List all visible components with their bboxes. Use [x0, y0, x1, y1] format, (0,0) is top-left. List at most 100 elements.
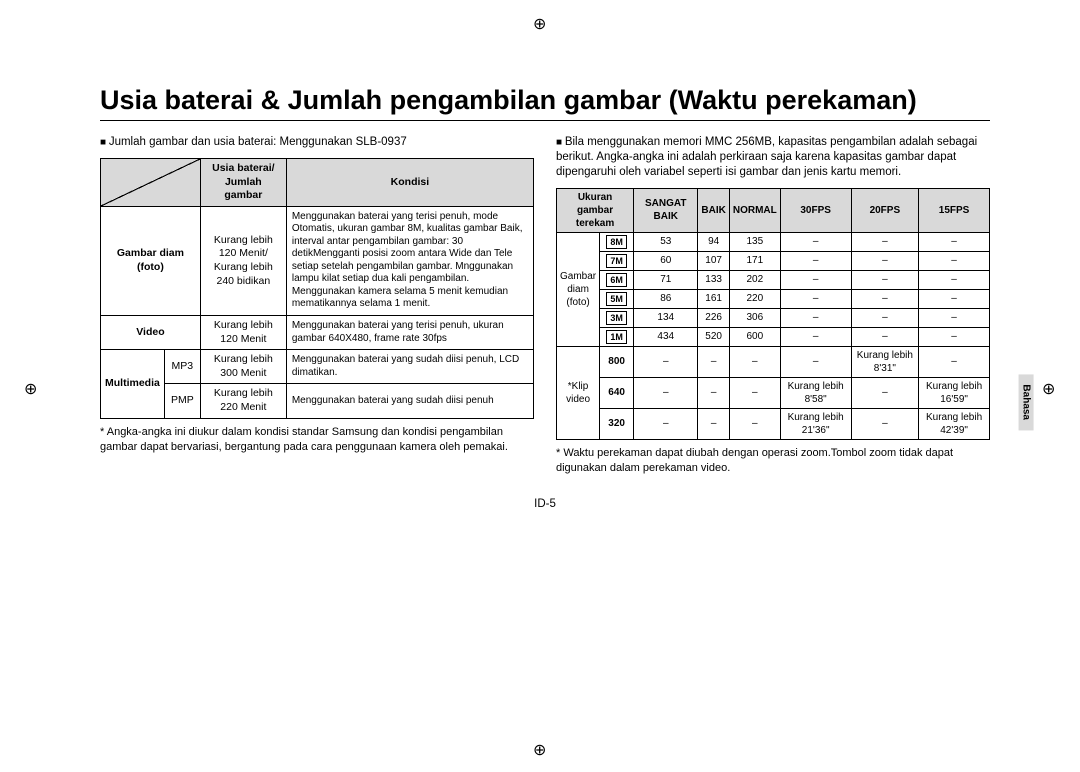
cell: – [851, 270, 919, 289]
cell: – [729, 377, 780, 408]
cell: 306 [729, 308, 780, 327]
size-label: 320 [600, 408, 634, 439]
size-icon: 8M [600, 232, 634, 251]
cell: – [919, 308, 990, 327]
row-foto-val: Kurang lebih 120 Menit/ Kurang lebih 240… [200, 206, 286, 315]
right-column: Bila menggunakan memori MMC 256MB, kapas… [556, 135, 990, 476]
th-usia: Usia baterai/ Jumlah gambar [200, 158, 286, 206]
th-sb: SANGAT BAIK [634, 188, 698, 232]
cell: – [919, 270, 990, 289]
row-foto-cat: Gambar diam (foto) [101, 206, 201, 315]
size-icon: 6M [600, 270, 634, 289]
crop-mark-top [533, 16, 547, 30]
row-foto-cond: Menggunakan baterai yang terisi penuh, m… [286, 206, 533, 315]
size-icon: 3M [600, 308, 634, 327]
row-mp3-val: Kurang lebih 300 Menit [200, 350, 286, 384]
row-pmp-cond: Menggunakan baterai yang sudah diisi pen… [286, 384, 533, 418]
crop-mark-right [1042, 379, 1056, 393]
size-icon: 7M [600, 251, 634, 270]
table-row: 7M60107171––– [557, 251, 990, 270]
cell: 171 [729, 251, 780, 270]
cell: 60 [634, 251, 698, 270]
th-ukuran: Ukuran gambar terekam [557, 188, 634, 232]
table-row: *Klip video800––––Kurang lebih 8'31"– [557, 346, 990, 377]
size-label: 800 [600, 346, 634, 377]
capacity-table: Ukuran gambar terekam SANGAT BAIK BAIK N… [556, 188, 990, 440]
cell: 133 [698, 270, 729, 289]
cell: – [780, 327, 851, 346]
cell: – [698, 408, 729, 439]
side-tab: Bahasa [1019, 374, 1034, 430]
cell: – [780, 232, 851, 251]
th-baik: BAIK [698, 188, 729, 232]
row-mp3-cond: Menggunakan baterai yang sudah diisi pen… [286, 350, 533, 384]
cell: 202 [729, 270, 780, 289]
cell: 94 [698, 232, 729, 251]
table-row: 320–––Kurang lebih 21'36"–Kurang lebih 4… [557, 408, 990, 439]
cell: 520 [698, 327, 729, 346]
cell: – [729, 346, 780, 377]
row-pmp-val: Kurang lebih 220 Menit [200, 384, 286, 418]
right-lead: Bila menggunakan memori MMC 256MB, kapas… [556, 135, 990, 180]
table-row: 640–––Kurang lebih 8'58"–Kurang lebih 16… [557, 377, 990, 408]
cell: 226 [698, 308, 729, 327]
cell: – [919, 346, 990, 377]
cell: Kurang lebih 16'59" [919, 377, 990, 408]
cell: Kurang lebih 8'58" [780, 377, 851, 408]
cell: – [780, 289, 851, 308]
page-title: Usia baterai & Jumlah pengambilan gambar… [100, 85, 990, 121]
row-video-val: Kurang lebih 120 Menit [200, 315, 286, 349]
size-icon: 1M [600, 327, 634, 346]
cell: – [780, 251, 851, 270]
row-pmp-sub: PMP [164, 384, 200, 418]
cell: – [851, 327, 919, 346]
th-30: 30FPS [780, 188, 851, 232]
cell: – [919, 327, 990, 346]
cell: – [698, 377, 729, 408]
cell: – [634, 377, 698, 408]
left-lead: Jumlah gambar dan usia baterai: Mengguna… [100, 135, 534, 150]
size-label: 640 [600, 377, 634, 408]
size-icon: 5M [600, 289, 634, 308]
table-row: 6M71133202––– [557, 270, 990, 289]
cell: – [851, 289, 919, 308]
cell: – [729, 408, 780, 439]
cell: 161 [698, 289, 729, 308]
cell: – [698, 346, 729, 377]
cell: – [919, 232, 990, 251]
th-kondisi: Kondisi [286, 158, 533, 206]
cell: 600 [729, 327, 780, 346]
cell: – [780, 346, 851, 377]
th-15: 15FPS [919, 188, 990, 232]
left-column: Jumlah gambar dan usia baterai: Mengguna… [100, 135, 534, 476]
video-category: *Klip video [557, 346, 600, 439]
cell: – [919, 251, 990, 270]
cell: – [851, 232, 919, 251]
crop-mark-bottom [533, 742, 547, 756]
row-mp3-sub: MP3 [164, 350, 200, 384]
cell: 434 [634, 327, 698, 346]
cell: – [851, 308, 919, 327]
cell: 134 [634, 308, 698, 327]
cell: – [851, 251, 919, 270]
crop-mark-left [24, 379, 38, 393]
right-note: Waktu perekaman dapat diubah dengan oper… [556, 446, 990, 476]
cell: 53 [634, 232, 698, 251]
battery-table: Usia baterai/ Jumlah gambar Kondisi Gamb… [100, 158, 534, 419]
cell: – [919, 289, 990, 308]
row-mm-cat: Multimedia [101, 350, 165, 419]
th-20: 20FPS [851, 188, 919, 232]
row-video-cat: Video [101, 315, 201, 349]
cell: – [780, 270, 851, 289]
table-row: 5M86161220––– [557, 289, 990, 308]
left-note: Angka-angka ini diukur dalam kondisi sta… [100, 425, 534, 455]
foto-category: Gambar diam (foto) [557, 232, 600, 346]
table-row: 3M134226306––– [557, 308, 990, 327]
cell: – [851, 377, 919, 408]
cell: Kurang lebih 8'31" [851, 346, 919, 377]
cell: Kurang lebih 42'39" [919, 408, 990, 439]
cell: 220 [729, 289, 780, 308]
cell: 107 [698, 251, 729, 270]
cell: 86 [634, 289, 698, 308]
cell: – [851, 408, 919, 439]
